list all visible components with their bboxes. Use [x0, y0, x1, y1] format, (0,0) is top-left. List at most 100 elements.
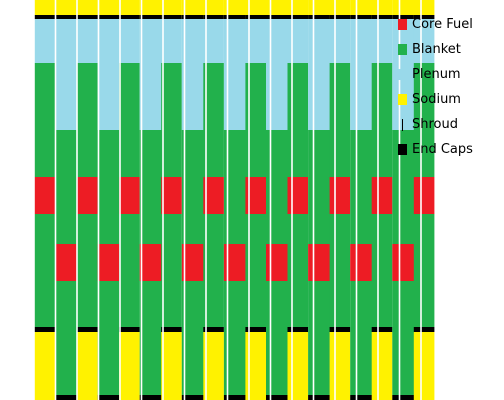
end-cap: [160, 327, 182, 332]
sodium-region: [160, 0, 182, 15]
sodium-region: [370, 332, 393, 400]
end-cap: [34, 15, 56, 19]
sodium-region: [34, 332, 56, 400]
blanket-region: [139, 281, 162, 395]
blanket-region: [34, 63, 56, 177]
end-cap: [181, 15, 204, 19]
end-cap: [118, 327, 140, 332]
plenum-region: [266, 19, 288, 130]
core-fuel-region: [392, 244, 414, 281]
plenum-region: [286, 19, 309, 63]
sodium-region: [350, 0, 372, 19]
end-cap: [370, 15, 393, 19]
plenum-region: [223, 19, 246, 130]
blanket-region: [392, 130, 414, 244]
core-fuel-region: [139, 244, 162, 281]
end-cap: [139, 15, 162, 19]
end-cap: [308, 15, 330, 19]
end-cap: [55, 15, 77, 19]
core-fuel-region: [328, 177, 351, 214]
end-cap: [76, 327, 98, 332]
blanket-region: [308, 130, 330, 244]
core-fuel-region: [412, 177, 435, 214]
blanket-region: [202, 214, 224, 327]
sodium-region: [76, 0, 98, 15]
plenum-region: [160, 19, 182, 63]
legend-item-plenum: Plenum: [398, 62, 502, 87]
plenum-region: [202, 19, 224, 63]
plenum-region: [350, 19, 372, 130]
end-cap: [286, 327, 309, 332]
end-cap: [34, 327, 56, 332]
sodium-region: [139, 0, 162, 19]
sodium-region: [118, 332, 140, 400]
sodium-region: [412, 0, 435, 15]
sodium-swatch-icon: [398, 94, 407, 105]
end-caps-swatch-icon: [398, 144, 407, 155]
plenum-region: [34, 19, 56, 63]
blanket-region: [181, 130, 204, 244]
core-fuel-swatch-icon: [398, 19, 407, 30]
end-cap: [350, 15, 372, 19]
end-cap: [223, 15, 246, 19]
end-cap: [118, 15, 140, 19]
core-fuel-region: [118, 177, 140, 214]
end-cap: [97, 15, 120, 19]
blanket-region: [97, 281, 120, 395]
blanket-region: [244, 214, 266, 327]
plenum-region: [181, 19, 204, 130]
end-cap: [139, 395, 162, 400]
sodium-region: [244, 0, 266, 15]
core-fuel-region: [223, 244, 246, 281]
end-cap: [412, 15, 435, 19]
plenum-region: [328, 19, 351, 63]
blanket-region: [34, 214, 56, 327]
plenum-region: [244, 19, 266, 63]
legend-label: Core Fuel: [412, 17, 473, 32]
blanket-region: [118, 214, 140, 327]
blanket-region: [350, 281, 372, 395]
sodium-region: [55, 0, 77, 19]
blanket-region: [286, 63, 309, 177]
legend-item-core-fuel: Core Fuel: [398, 12, 502, 37]
blanket-region: [76, 214, 98, 327]
end-cap: [392, 15, 414, 19]
core-fuel-region: [286, 177, 309, 214]
plenum-region: [76, 19, 98, 63]
blanket-region: [55, 281, 77, 395]
shroud-line-icon: [402, 118, 403, 131]
core-fuel-region: [34, 177, 56, 214]
blanket-region: [412, 63, 435, 177]
legend-item-sodium: Sodium: [398, 87, 502, 112]
blanket-region: [350, 130, 372, 244]
plenum-region: [139, 19, 162, 130]
core-fuel-region: [370, 177, 393, 214]
blanket-region: [392, 281, 414, 395]
blanket-region: [223, 281, 246, 395]
legend-label: End Caps: [412, 142, 473, 157]
plenum-region: [118, 19, 140, 63]
legend-item-blanket: Blanket: [398, 37, 502, 62]
sodium-region: [328, 332, 351, 400]
blanket-region: [202, 63, 224, 177]
blanket-region: [76, 63, 98, 177]
end-cap: [412, 327, 435, 332]
blanket-region: [223, 130, 246, 244]
blanket-region: [160, 63, 182, 177]
blanket-region: [328, 63, 351, 177]
blanket-region: [370, 214, 393, 327]
legend-label: Sodium: [412, 92, 461, 107]
core-fuel-region: [350, 244, 372, 281]
blanket-region: [412, 214, 435, 327]
core-fuel-region: [266, 244, 288, 281]
legend: Core Fuel Blanket Plenum Sodium Shroud E…: [398, 12, 502, 162]
sodium-region: [244, 332, 266, 400]
blanket-region: [139, 130, 162, 244]
core-fuel-region: [308, 244, 330, 281]
legend-label: Blanket: [412, 42, 461, 57]
sodium-region: [223, 0, 246, 19]
blanket-region: [266, 281, 288, 395]
core-fuel-region: [181, 244, 204, 281]
end-cap: [328, 15, 351, 19]
